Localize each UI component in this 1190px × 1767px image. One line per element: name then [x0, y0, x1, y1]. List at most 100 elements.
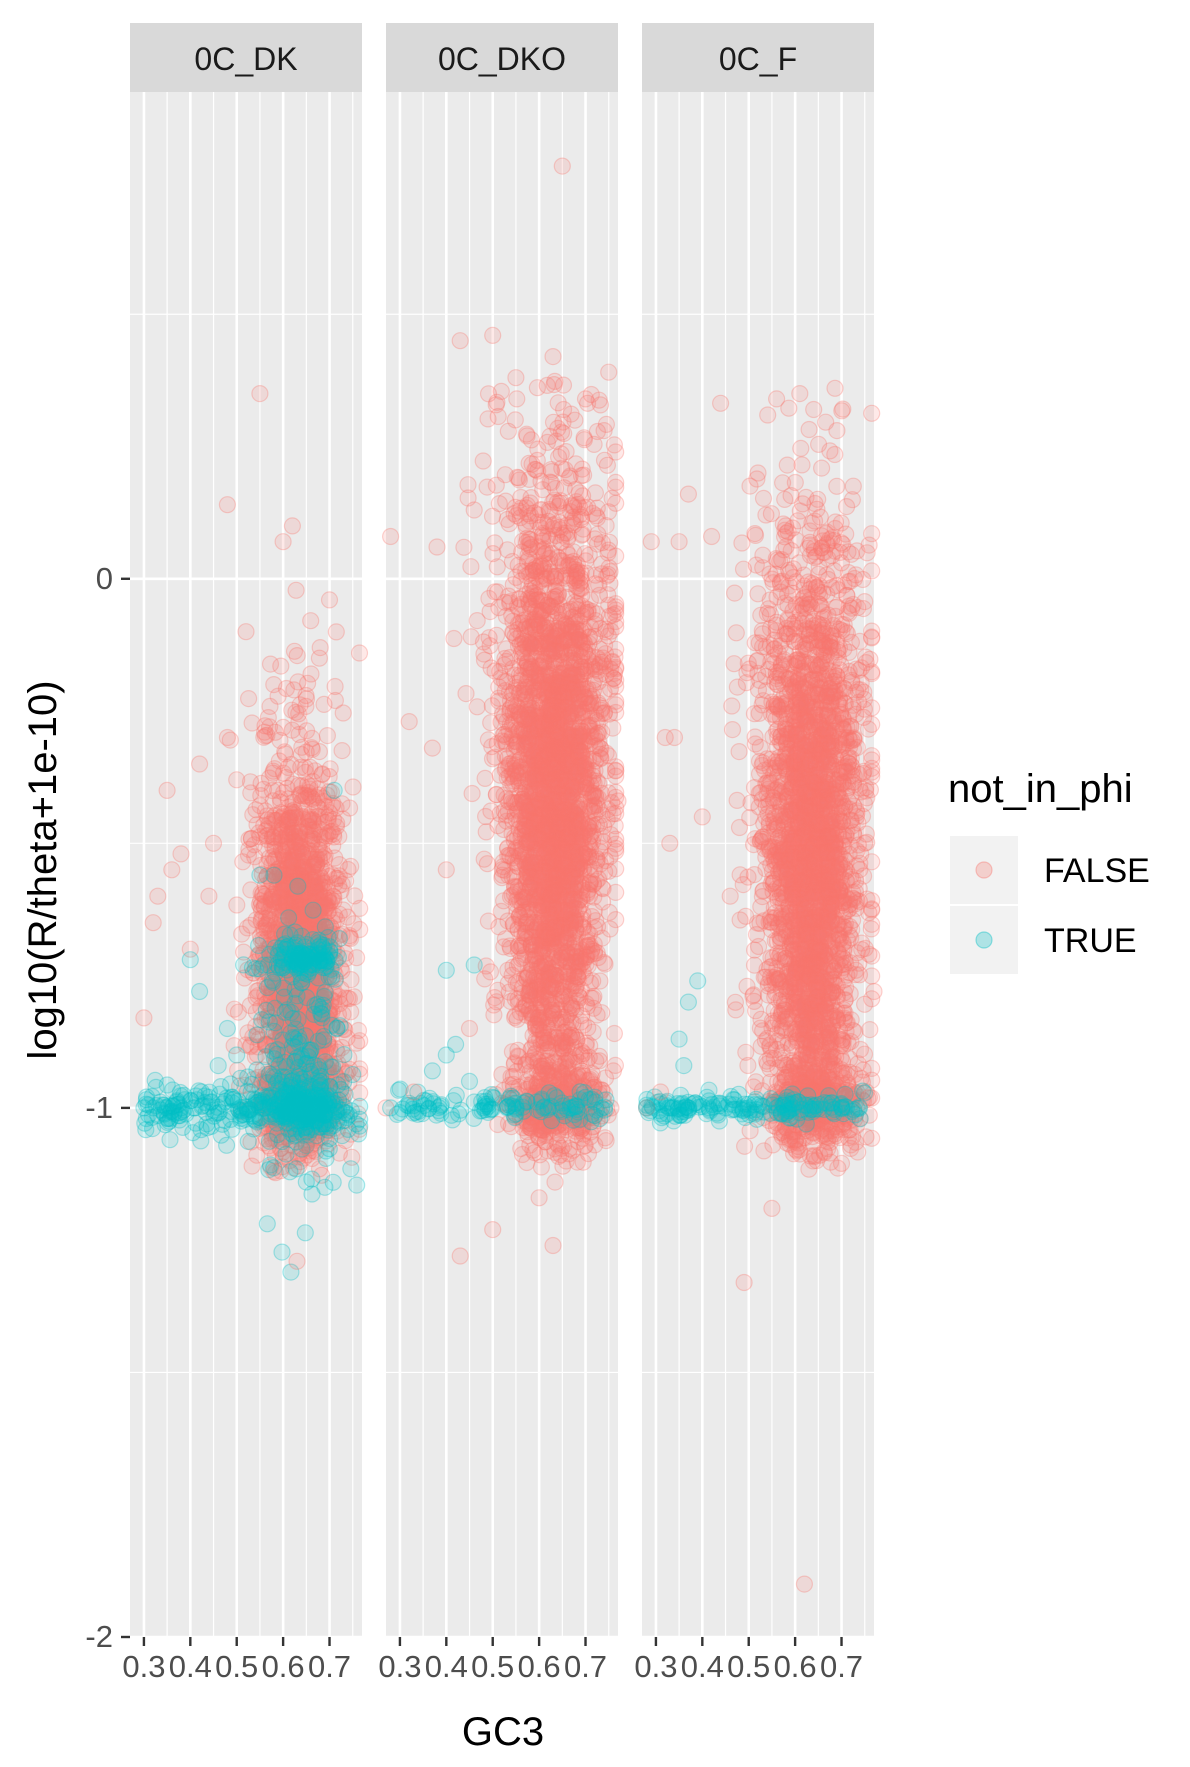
data-point-false [159, 782, 175, 798]
data-point-false [241, 831, 257, 847]
data-point-true [244, 960, 260, 976]
data-point-true [322, 1131, 338, 1147]
data-point-false [509, 391, 525, 407]
data-point-false [341, 991, 357, 1007]
data-point-false [460, 477, 476, 493]
data-point-false [206, 835, 222, 851]
data-point-false [251, 896, 267, 912]
data-point-false [263, 656, 279, 672]
data-point-false [298, 764, 314, 780]
data-point-false [479, 479, 495, 495]
data-point-false [477, 770, 493, 786]
data-point-false [327, 679, 343, 695]
data-point-false [303, 613, 319, 629]
data-point-true [317, 1179, 333, 1195]
data-point-false [242, 998, 258, 1014]
data-point-true [229, 1047, 245, 1063]
data-point-true [210, 1105, 226, 1121]
data-point-true [281, 910, 297, 926]
data-point-true [252, 867, 268, 883]
data-point-true [310, 1033, 326, 1049]
data-point-true [281, 1121, 297, 1137]
data-point-false [345, 779, 361, 795]
data-point-false [458, 686, 474, 702]
data-point-true [352, 1111, 368, 1127]
data-point-false [586, 436, 602, 452]
data-point-true [345, 1067, 361, 1083]
data-point-false [253, 788, 269, 804]
data-point-false [328, 624, 344, 640]
data-point-false [608, 474, 624, 490]
data-point-false [463, 629, 479, 645]
data-point-false [298, 1137, 314, 1153]
data-point-true [336, 1047, 352, 1063]
data-point-false [238, 624, 254, 640]
data-point-false [258, 919, 274, 935]
data-point-true [316, 1096, 332, 1112]
data-point-false [257, 724, 273, 740]
data-point-true [201, 1089, 217, 1105]
data-point-true [259, 1216, 275, 1232]
data-point-false [303, 666, 319, 682]
data-point-true [298, 1056, 314, 1072]
data-point-true [304, 1119, 320, 1135]
data-point-true [310, 1075, 326, 1091]
data-point-false [456, 539, 472, 555]
data-point-true [264, 973, 280, 989]
data-point-true [192, 984, 208, 1000]
data-point-true [240, 1069, 256, 1085]
data-point-false [479, 856, 495, 872]
data-point-false [480, 411, 496, 427]
data-point-true [343, 1161, 359, 1177]
data-point-false [312, 640, 328, 656]
data-point-false [324, 892, 340, 908]
data-point-true [316, 938, 332, 954]
data-point-false [266, 1163, 282, 1179]
data-point-false [319, 728, 335, 744]
data-point-false [289, 1253, 305, 1269]
data-point-false [164, 862, 180, 878]
data-point-true [277, 1054, 293, 1070]
data-point-true [329, 1021, 345, 1037]
data-point-true [275, 1086, 291, 1102]
data-point-false [291, 727, 307, 743]
data-point-false [446, 631, 462, 647]
data-point-false [324, 798, 340, 814]
facet-panel-0c-dk: 0C_DK [130, 23, 368, 1637]
data-point-true [290, 878, 306, 894]
data-point-false [292, 831, 308, 847]
data-point-true [260, 957, 276, 973]
data-point-false [192, 756, 208, 772]
data-point-false [136, 1010, 152, 1026]
data-point-true [285, 1030, 301, 1046]
data-point-true [224, 1121, 240, 1137]
data-point-true [274, 1244, 290, 1260]
data-point-true [349, 1177, 365, 1193]
data-point-false [245, 807, 261, 823]
data-point-true [240, 1106, 256, 1122]
data-point-true [329, 1113, 345, 1129]
data-point-true [243, 1084, 259, 1100]
data-point-true [316, 989, 332, 1005]
data-point-true [277, 942, 293, 958]
data-point-true [294, 956, 310, 972]
data-point-true [312, 953, 328, 969]
data-point-false [331, 878, 347, 894]
data-point-false [150, 888, 166, 904]
data-point-true [249, 1027, 265, 1043]
data-point-false [276, 765, 292, 781]
data-point-false [469, 699, 485, 715]
data-point-true [298, 1174, 314, 1190]
data-point-false [252, 386, 268, 402]
data-point-false [229, 897, 245, 913]
data-point-true [147, 1072, 163, 1088]
data-point-true [162, 1132, 178, 1148]
data-point-false [229, 772, 245, 788]
data-point-true [138, 1122, 154, 1138]
data-point-false [289, 851, 305, 867]
facet-strip-label: 0C_DKO [438, 41, 566, 77]
data-point-true [219, 1021, 235, 1037]
data-point-false [311, 744, 327, 760]
data-point-true [251, 938, 267, 954]
